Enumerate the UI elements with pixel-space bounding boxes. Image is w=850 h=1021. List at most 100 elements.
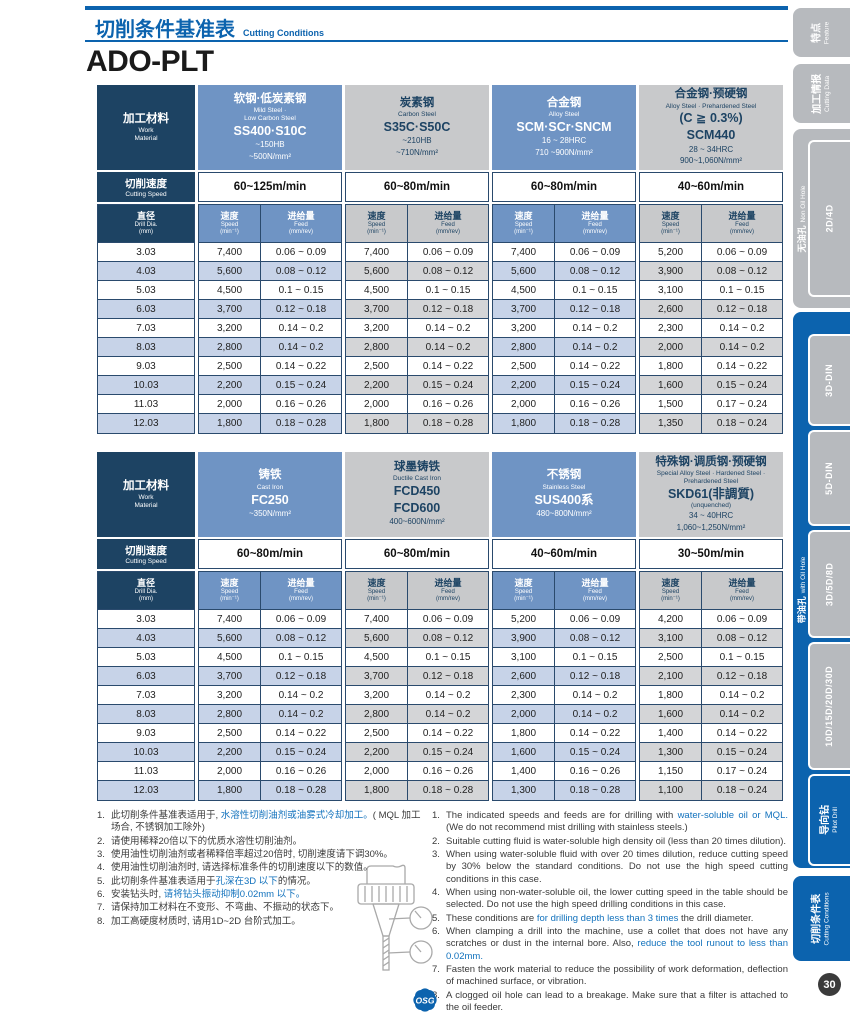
footnote-number: 2. (97, 835, 105, 847)
speed-value: 1,300 (511, 785, 537, 796)
tab-cutting-data[interactable]: 加工情报 Cutting Data (793, 64, 850, 123)
tab-5d-din[interactable]: 5D-DIN (808, 430, 850, 526)
page-number: 30 (818, 973, 841, 996)
speed-value: 1,500 (658, 398, 684, 410)
feed-value: 0.14 ~ 0.22 (407, 357, 488, 375)
diameter-value: 10.03 (133, 746, 159, 758)
tab-cutting-conditions-active[interactable]: 切削条件表 Cutting Conditions (793, 876, 850, 961)
speed-value: 3,900 (511, 632, 537, 644)
column-header: 速度 Speed (min⁻¹) (493, 572, 555, 609)
feed-value: 0.06 ~ 0.09 (701, 610, 782, 628)
tab-pilot-drill[interactable]: 导向钻 Pilot Drill (808, 774, 850, 866)
speed-value: 1,600 (658, 708, 684, 720)
material-column: 合金钢·预硬钢 Alloy Steel · Prehardened Steel (C… (639, 85, 783, 434)
table-row: 3,100 0.08 ~ 0.12 (640, 629, 782, 648)
tab-2d-4d[interactable]: 2D/4D (808, 140, 850, 297)
table-row: 2,800 0.14 ~ 0.2 (199, 705, 341, 724)
feed-value: 0.1 ~ 0.15 (554, 281, 635, 299)
table-row: 1,800 0.14 ~ 0.22 (493, 724, 635, 743)
table-row: 1,800 0.18 ~ 0.28 (346, 781, 488, 800)
feed-value: 0.14 ~ 0.22 (554, 357, 635, 375)
cutting-conditions-table-cast-iron: 加工材料 Work Material 切削速度 Cutting Speed 直径 Drill… (97, 452, 783, 801)
table-row: 1,400 0.14 ~ 0.22 (640, 724, 782, 743)
feed-value: 0.14 ~ 0.22 (701, 357, 782, 375)
footnote: 4. 使用油性切削油剂时, 请选择标准条件的切削速度以下的数值。 (97, 862, 429, 874)
tab-10d-15d-20d-30d[interactable]: 10D/15D/20D/30D (808, 642, 850, 770)
table-row: 3,700 0.12 ~ 0.18 (199, 300, 341, 319)
footnote-text: These conditions are for drilling depth … (446, 912, 754, 924)
feed-value: 0.15 ~ 0.24 (701, 743, 782, 761)
feed-value: 0.16 ~ 0.26 (260, 762, 341, 780)
tab-3d-din[interactable]: 3D-DIN (808, 334, 850, 426)
table-row: 4,500 0.1 ~ 0.15 (346, 648, 488, 667)
diameter-value: 10.03 (133, 379, 159, 391)
table-row: 1,800 0.18 ~ 0.28 (199, 781, 341, 800)
feed-value: 0.14 ~ 0.22 (407, 724, 488, 742)
tab-feature[interactable]: 特点 Feature (793, 8, 850, 57)
speed-value: 2,200 (217, 746, 243, 758)
feed-value: 0.08 ~ 0.12 (260, 262, 341, 280)
table-row: 7,400 0.06 ~ 0.09 (199, 610, 341, 629)
feed-value: 0.14 ~ 0.2 (701, 338, 782, 356)
table-row: 2,500 0.14 ~ 0.22 (493, 357, 635, 376)
table-row: 5.03 (98, 648, 194, 667)
column-header: 进给量 Feed (mm/rev) (407, 205, 488, 242)
diameter-value: 12.03 (133, 785, 159, 796)
speed-value: 1,150 (658, 765, 684, 777)
speed-value: 1,800 (217, 418, 243, 429)
material-header: 不锈钢 Stainless Steel SUS400系 480~800N/mm² (492, 452, 636, 537)
footnote-number: 8. (97, 915, 105, 927)
footnote-number: 4. (432, 887, 440, 899)
speed-value: 1,800 (364, 785, 390, 796)
feed-value: 0.18 ~ 0.24 (701, 414, 782, 433)
table-row: 2,100 0.12 ~ 0.18 (640, 667, 782, 686)
speed-value: 3,700 (217, 670, 243, 682)
table-row: 7,400 0.06 ~ 0.09 (346, 610, 488, 629)
table-row: 1,350 0.18 ~ 0.24 (640, 414, 782, 433)
feed-value: 0.18 ~ 0.28 (407, 781, 488, 800)
table-row: 2,200 0.15 ~ 0.24 (346, 376, 488, 395)
feed-value: 0.14 ~ 0.22 (554, 724, 635, 742)
tab-pilot-drill-label-en: Pilot Drill (832, 807, 840, 833)
tab-group-with-oil-hole[interactable]: 带油孔with Oil Hole 3D-DIN 5D-DIN 3D/5D/8D … (793, 312, 850, 868)
table-row: 7,400 0.06 ~ 0.09 (493, 243, 635, 262)
speed-value: 5,200 (511, 613, 537, 625)
feed-value: 0.08 ~ 0.12 (701, 629, 782, 647)
table-row: 3,100 0.1 ~ 0.15 (640, 281, 782, 300)
footnote-text: When using non-water-soluble oil, the lo… (446, 887, 788, 911)
tab-3d-5d-8d[interactable]: 3D/5D/8D (808, 530, 850, 638)
table-row: 2,200 0.15 ~ 0.24 (346, 743, 488, 762)
feed-value: 0.14 ~ 0.22 (260, 357, 341, 375)
table-row: 3,900 0.08 ~ 0.12 (640, 262, 782, 281)
feed-value: 0.1 ~ 0.15 (701, 281, 782, 299)
table-row: 7.03 (98, 686, 194, 705)
footnote: 7. Fasten the work material to reduce the… (432, 964, 788, 989)
feed-value: 0.18 ~ 0.28 (260, 781, 341, 800)
feed-value: 0.12 ~ 0.18 (260, 667, 341, 685)
table-row: 5,600 0.08 ~ 0.12 (199, 629, 341, 648)
footnote-number: 6. (432, 926, 440, 938)
cutting-conditions-table-steel: 加工材料 Work Material 切削速度 Cutting Speed 直径 Drill… (97, 85, 783, 434)
speed-value: 3,900 (658, 265, 684, 277)
tab-group-non-oil-hole[interactable]: 无油孔Non Oil Hole 2D/4D (793, 129, 850, 308)
feed-value: 0.15 ~ 0.24 (554, 743, 635, 761)
table-row: 11.03 (98, 395, 194, 414)
material-column: 铸铁 Cast Iron FC250 ~350N/mm² 60~80m/min 速度 Spe… (198, 452, 342, 801)
material-header: 炭素钢 Carbon Steel S35C·S50C ~210HB ~710N/mm² (345, 85, 489, 170)
footnote-number: 2. (432, 835, 440, 847)
speed-value: 5,600 (511, 265, 537, 277)
feed-value: 0.12 ~ 0.18 (554, 667, 635, 685)
column-header: 速度 Speed (min⁻¹) (640, 205, 702, 242)
table-row: 5,200 0.06 ~ 0.09 (640, 243, 782, 262)
cutting-speed-label: 切削速度 Cutting Speed (97, 539, 195, 569)
speed-value: 4,500 (364, 651, 390, 663)
table-row: 7,400 0.06 ~ 0.09 (346, 243, 488, 262)
tab-cutting-data-label-en: Cutting Data (823, 75, 831, 112)
speed-value: 3,200 (364, 322, 390, 334)
footnote: 3. 使用油性切削油剂或者稀释倍率超过20倍时, 切削速度请下调30%。 (97, 849, 429, 861)
cutting-speed-value: 60~80m/min (492, 172, 636, 202)
table-row: 2,000 0.16 ~ 0.26 (199, 395, 341, 414)
footnote-number: 7. (432, 964, 440, 976)
material-column: 特殊钢·调质钢·预硬钢 Special Alloy Steel · Hardene… (639, 452, 783, 801)
